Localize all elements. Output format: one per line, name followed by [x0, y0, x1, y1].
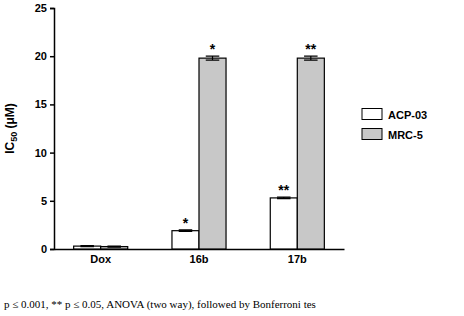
y-tick: 5	[41, 195, 54, 207]
bars	[74, 56, 325, 249]
x-tick: 17b	[288, 249, 307, 265]
y-tick-mark	[50, 104, 54, 106]
y-tick-label: 25	[35, 2, 47, 14]
legend-swatch	[362, 109, 382, 120]
chart: 0510152025Dox16b17b******IC50 (μM)ACP-03…	[0, 0, 464, 316]
bar	[74, 246, 101, 249]
legend-swatch	[362, 129, 382, 140]
annotation: *	[210, 41, 216, 57]
bar	[199, 58, 226, 249]
annotation: **	[305, 41, 316, 57]
x-tick-label: 16b	[190, 253, 209, 265]
legend-item: ACP-03	[362, 109, 427, 121]
y-tick: 20	[35, 50, 54, 62]
error-bar	[80, 245, 94, 247]
annotation: *	[183, 215, 189, 231]
bar	[297, 58, 324, 249]
legend-item: MRC-5	[362, 129, 423, 141]
y-tick: 0	[41, 243, 54, 255]
x-axis: Dox 16b 17b	[55, 249, 345, 265]
footnote: p ≤ 0.001, ** p ≤ 0.05, ANOVA (two way),…	[4, 298, 316, 311]
annotation: **	[278, 182, 289, 198]
y-tick-label: 0	[41, 243, 47, 255]
y-axis-title: IC50 (μM)	[3, 103, 19, 154]
error-bar	[107, 246, 121, 248]
y-tick: 15	[35, 98, 54, 110]
y-tick-mark	[50, 56, 54, 58]
y-axis-line	[50, 9, 55, 250]
x-tick-label: 17b	[288, 253, 307, 265]
y-tick: 25	[35, 2, 54, 14]
x-tick: Dox	[90, 249, 112, 265]
y-tick-label: 10	[35, 147, 47, 159]
bar	[270, 198, 297, 249]
legend-label: MRC-5	[388, 129, 423, 141]
y-tick-mark	[50, 249, 54, 251]
y-tick-label: 5	[41, 195, 47, 207]
y-tick-label: 20	[35, 50, 47, 62]
x-tick: 16b	[190, 249, 209, 265]
y-axis: 0 5 10 15 20 25	[35, 2, 55, 255]
y-tick-mark	[50, 152, 54, 154]
legend: ACP-03 MRC-5	[362, 109, 427, 141]
y-tick-mark	[50, 201, 54, 203]
y-tick: 10	[35, 147, 54, 159]
y-tick-mark	[50, 8, 54, 10]
bar	[172, 231, 199, 249]
plot: 0510152025Dox16b17b******	[35, 2, 345, 265]
x-tick-label: Dox	[90, 253, 112, 265]
bar	[101, 247, 128, 249]
legend-label: ACP-03	[388, 109, 427, 121]
y-tick-label: 15	[35, 98, 47, 110]
